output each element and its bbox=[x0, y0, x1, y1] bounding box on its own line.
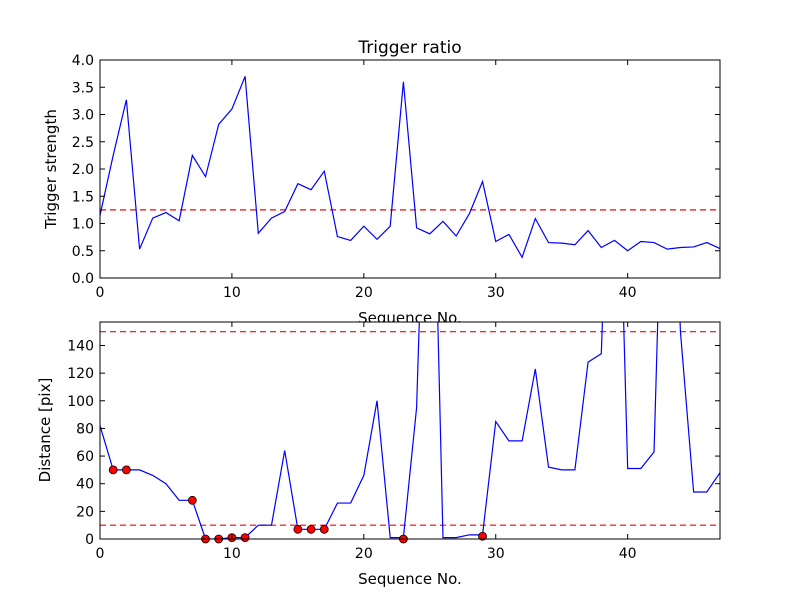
top-y-tick-label: 4.0 bbox=[72, 53, 94, 69]
top-y-tick-label: 1.0 bbox=[72, 217, 94, 233]
bottom-y-axis: 0 20 40 60 80 100 120 140 bbox=[67, 338, 720, 548]
bottom-marker-point bbox=[240, 533, 250, 543]
bottom-y-tick-label: 60 bbox=[76, 449, 94, 465]
bottom-y-axis-label: Distance [pix] bbox=[36, 378, 54, 483]
top-x-tick-label: 0 bbox=[96, 285, 105, 301]
bottom-y-tick-label: 140 bbox=[67, 338, 94, 354]
bottom-y-tick-label: 0 bbox=[85, 532, 94, 548]
bottom-plot-area bbox=[100, 322, 720, 539]
top-y-tick-label: 2.0 bbox=[72, 162, 94, 178]
bottom-marker-point bbox=[108, 465, 118, 475]
bottom-x-tick-label: 20 bbox=[355, 546, 373, 562]
top-x-tick-label: 10 bbox=[223, 285, 241, 301]
bottom-y-tick-label: 80 bbox=[76, 421, 94, 437]
bottom-x-tick-label: 0 bbox=[96, 546, 105, 562]
top-y-tick-label: 0.5 bbox=[72, 244, 94, 260]
top-y-tick-label: 2.5 bbox=[72, 135, 94, 151]
top-y-tick-label: 1.5 bbox=[72, 189, 94, 205]
bottom-marker-layer bbox=[108, 465, 487, 544]
bottom-x-tick-label: 40 bbox=[619, 546, 637, 562]
bottom-marker-point bbox=[187, 495, 197, 505]
bottom-panel: 0 10 20 30 40 0 20 40 60 80 100 120 140 Sequence No… bbox=[36, 321, 721, 588]
top-x-tick-label: 20 bbox=[355, 285, 373, 301]
top-y-tick-label: 0.0 bbox=[72, 271, 94, 287]
top-series-line bbox=[100, 76, 720, 259]
top-y-tick-label: 3.0 bbox=[72, 108, 94, 124]
bottom-marker-point bbox=[293, 524, 303, 534]
top-y-tick-label: 3.5 bbox=[72, 80, 94, 96]
top-x-axis: 0 10 20 30 40 bbox=[96, 60, 637, 301]
top-x-tick-label: 30 bbox=[487, 285, 505, 301]
top-x-tick-label: 40 bbox=[619, 285, 637, 301]
bottom-y-tick-label: 100 bbox=[67, 394, 94, 410]
top-y-axis: 0.0 0.5 1.0 1.5 2.0 2.5 3.0 3.5 4.0 bbox=[72, 53, 720, 287]
top-series-layer bbox=[100, 76, 720, 259]
top-plot-area bbox=[100, 60, 720, 278]
bottom-threshold-layer bbox=[100, 331, 720, 526]
bottom-marker-point bbox=[121, 465, 131, 475]
top-panel: Trigger ratio 0 10 20 30 40 0.0 0.5 1.0 1.5 2.0 2… bbox=[42, 38, 721, 327]
bottom-marker-point bbox=[319, 524, 329, 534]
bottom-series-line bbox=[100, 322, 720, 539]
top-y-axis-label: Trigger strength bbox=[42, 109, 60, 230]
bottom-y-tick-label: 20 bbox=[76, 504, 94, 520]
bottom-y-tick-label: 120 bbox=[67, 366, 94, 382]
bottom-x-axis-label: Sequence No. bbox=[358, 570, 462, 588]
bottom-y-tick-label: 40 bbox=[76, 477, 94, 493]
bottom-x-tick-label: 30 bbox=[487, 546, 505, 562]
bottom-x-axis: 0 10 20 30 40 bbox=[96, 322, 637, 562]
top-chart-title: Trigger ratio bbox=[357, 38, 461, 58]
bottom-x-tick-label: 10 bbox=[223, 546, 241, 562]
bottom-marker-point bbox=[478, 531, 487, 541]
bottom-series-layer bbox=[100, 322, 720, 539]
bottom-marker-point bbox=[306, 524, 316, 534]
bottom-plot-frame bbox=[99, 321, 721, 540]
